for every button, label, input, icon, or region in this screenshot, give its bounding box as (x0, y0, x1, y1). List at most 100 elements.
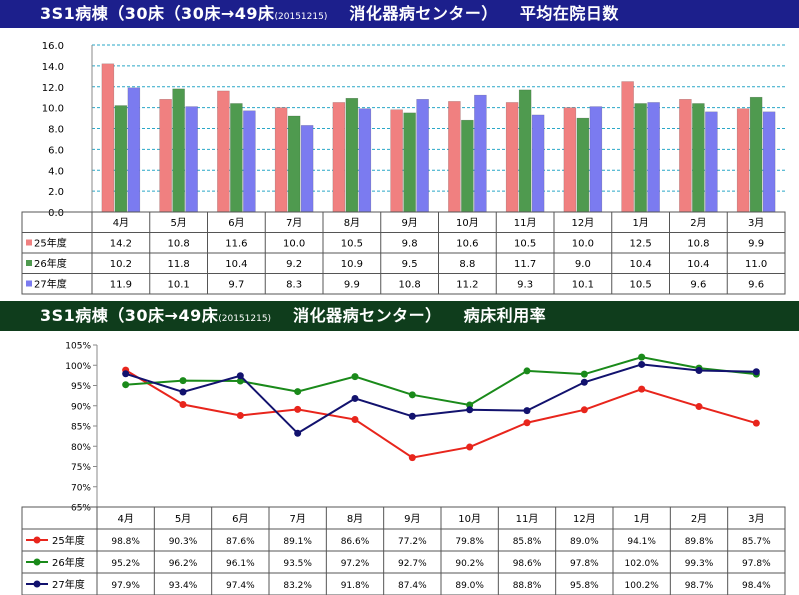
data-table-cell: 86.6% (341, 537, 370, 547)
y-tick-label: 4.0 (48, 166, 64, 177)
data-table-cell: 90.3% (169, 537, 198, 547)
data-table-cell: 95.8% (570, 581, 599, 591)
data-table-cell: 89.1% (283, 537, 312, 547)
data-point (523, 419, 531, 427)
data-table-cell: 11.2 (456, 280, 478, 291)
data-table-cell: 10.6 (456, 239, 478, 250)
header-occupancy-metric: 病床利用率 (463, 306, 547, 325)
data-table-cell: 9.9 (748, 239, 764, 250)
y-tick-label: 0.0 (48, 208, 64, 219)
y-tick-label: 2.0 (48, 187, 64, 198)
data-point (408, 391, 416, 399)
data-table-cell: 91.8% (341, 581, 370, 591)
data-point (695, 367, 703, 375)
data-table-cell: 9.3 (517, 280, 533, 291)
x-tick-label: 8月 (347, 513, 363, 525)
data-table-cell: 83.2% (283, 581, 312, 591)
data-table-cell: 98.8% (111, 537, 140, 547)
data-table-cell: 77.2% (398, 537, 427, 547)
data-table-cell: 95.2% (111, 559, 140, 569)
x-tick-label: 9月 (404, 513, 420, 525)
data-point (351, 373, 359, 381)
data-point (466, 401, 474, 409)
bar (692, 103, 705, 213)
data-point (466, 406, 474, 414)
bar (287, 115, 301, 213)
data-table-cell: 10.8 (687, 239, 709, 250)
data-table-cell: 14.2 (110, 239, 132, 250)
data-point (294, 388, 302, 396)
data-table-cell: 10.9 (341, 259, 363, 270)
data-table-cell: 98.4% (742, 581, 771, 591)
data-point (351, 394, 359, 402)
bar (531, 114, 545, 213)
bar (172, 88, 185, 213)
bar (127, 87, 141, 213)
data-table-cell: 10.8 (398, 280, 420, 291)
y-tick-label: 75% (71, 463, 91, 473)
bar (448, 101, 461, 213)
data-table-cell: 10.2 (110, 259, 132, 270)
data-table-cell: 9.2 (286, 259, 302, 270)
data-point (122, 370, 130, 378)
x-tick-label: 2月 (690, 217, 706, 229)
bar (403, 112, 416, 213)
series-line (125, 363, 757, 435)
data-table-cell: 97.9% (111, 581, 140, 591)
legend-label: 27年度 (34, 278, 67, 291)
data-point (236, 377, 244, 385)
bar (461, 119, 474, 213)
data-table-cell: 10.4 (225, 259, 247, 270)
bar (300, 125, 314, 213)
x-tick-label: 3月 (748, 217, 764, 229)
bar (416, 99, 429, 213)
data-point (294, 405, 302, 413)
data-table-cell: 10.4 (687, 259, 709, 270)
y-tick-label: 105% (65, 342, 91, 352)
header-occupancy-main: 3S1病棟（30床→49床 (40, 306, 219, 325)
data-table-cell: 9.0 (575, 259, 591, 270)
x-tick-label: 1月 (633, 513, 649, 525)
data-table-cell: 88.8% (513, 581, 542, 591)
header-avg-stay-main: 3S1病棟（30床（30床→49床 (40, 4, 275, 23)
data-table-cell: 9.6 (690, 280, 706, 291)
bar (518, 89, 532, 213)
data-table-cell: 93.5% (283, 559, 312, 569)
x-tick-label: 9月 (401, 217, 417, 229)
data-point (580, 378, 588, 386)
data-point (351, 416, 359, 424)
data-table-cell: 85.8% (513, 537, 542, 547)
data-table-cell: 96.2% (169, 559, 198, 569)
data-point (638, 353, 646, 361)
bar (474, 94, 487, 213)
data-point (752, 419, 760, 427)
data-table-cell: 97.8% (570, 559, 599, 569)
data-table-cell: 9.9 (344, 280, 360, 291)
data-point (236, 372, 244, 380)
y-tick-label: 95% (71, 382, 91, 392)
data-point (695, 403, 703, 411)
bar (705, 111, 718, 213)
y-tick-label: 70% (71, 483, 91, 493)
bar (749, 96, 763, 213)
data-table-cell: 9.5 (402, 259, 418, 270)
legend-label: 25年度 (52, 534, 85, 547)
data-table-cell: 102.0% (625, 559, 660, 569)
data-point (523, 407, 531, 415)
bar (101, 63, 115, 213)
bar (230, 103, 243, 213)
y-tick-label: 100% (65, 362, 91, 372)
bar (762, 111, 776, 213)
y-tick-label: 80% (71, 443, 91, 453)
data-table-cell: 10.8 (167, 239, 189, 250)
y-tick-label: 65% (71, 504, 91, 514)
data-point (523, 367, 531, 375)
legend-label: 26年度 (34, 257, 67, 270)
bar (217, 90, 230, 213)
data-table-cell: 11.8 (167, 259, 189, 270)
y-tick-label: 6.0 (48, 145, 64, 156)
occupancy-line-chart: 65% 70% 75% 80% 85% 90% 95% 100% 105% 4月 5月 6月 7月 8月 9… (21, 342, 786, 595)
legend-label: 25年度 (34, 237, 67, 250)
data-point (580, 406, 588, 414)
x-tick-label: 11月 (514, 217, 537, 229)
